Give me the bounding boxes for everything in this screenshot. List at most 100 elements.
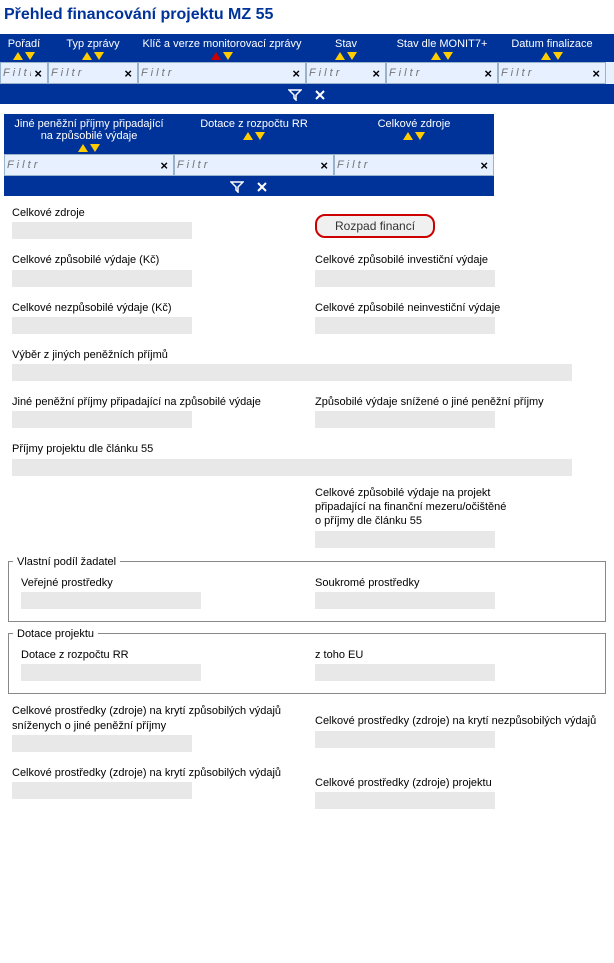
label-kryti-zp: Celkové prostředky (zdroje) na krytí způ…	[12, 766, 299, 780]
filter-apply-icon[interactable]	[288, 87, 302, 101]
legend-dotace: Dotace projektu	[13, 628, 98, 640]
field-zpusobile-invest	[315, 270, 495, 287]
column-label: Stav	[310, 38, 382, 50]
filter-input[interactable]	[389, 67, 481, 79]
filter-cell: ×	[306, 62, 386, 84]
grid2-header: Jiné peněžní příjmy připadajícína způsob…	[4, 114, 494, 154]
sort-icons[interactable]	[310, 52, 382, 60]
label-mezeru: Celkové způsobilé výdaje na projekt přip…	[315, 486, 515, 529]
label-zpusobile-kc: Celkové způsobilé výdaje (Kč)	[12, 253, 299, 267]
column-header[interactable]: Datum finalizace	[498, 34, 606, 62]
column-header[interactable]: Dotace z rozpočtu RR	[174, 114, 334, 154]
column-label: Pořadí	[4, 38, 44, 50]
filter-input[interactable]	[501, 67, 589, 79]
filter-cell: ×	[0, 62, 48, 84]
label-kryti-nezp: Celkové prostředky (zdroje) na krytí nez…	[315, 714, 602, 728]
clear-filter-icon[interactable]: ×	[121, 66, 135, 81]
page-title: Přehled financování projektu MZ 55	[0, 0, 614, 34]
clear-filter-icon[interactable]: ×	[589, 66, 603, 81]
field-celk-projektu	[315, 792, 495, 809]
filter-cell: ×	[174, 154, 334, 176]
column-label: Stav dle MONIT7+	[390, 38, 494, 50]
filter-cell: ×	[498, 62, 606, 84]
sort-icons[interactable]	[338, 132, 490, 140]
label-celk-projektu: Celkové prostředky (zdroje) projektu	[315, 776, 602, 790]
sort-asc-icon[interactable]	[82, 52, 92, 60]
sort-icons[interactable]	[142, 52, 302, 60]
sort-icons[interactable]	[52, 52, 134, 60]
clear-filter-icon[interactable]: ×	[289, 66, 303, 81]
column-header[interactable]: Jiné peněžní příjmy připadajícína způsob…	[4, 114, 174, 154]
label-zpusobile-snizene: Způsobilé výdaje snížené o jiné peněžní …	[315, 395, 602, 409]
fieldset-vlastni-podil: Vlastní podíl žadatel Veřejné prostředky…	[8, 556, 606, 622]
sort-desc-icon[interactable]	[553, 52, 563, 60]
sort-desc-icon[interactable]	[223, 52, 233, 60]
column-label: Typ zprávy	[52, 38, 134, 50]
clear-filter-icon[interactable]: ×	[31, 66, 45, 81]
clear-filter-icon[interactable]: ×	[157, 158, 171, 173]
filter-input[interactable]	[337, 159, 477, 171]
label-zpusobile-invest: Celkové způsobilé investiční výdaje	[315, 253, 602, 267]
column-label: Celkové zdroje	[338, 118, 490, 130]
filter-input[interactable]	[3, 67, 31, 79]
filter-clear-icon[interactable]	[256, 179, 268, 193]
sort-desc-icon[interactable]	[255, 132, 265, 140]
sort-desc-icon[interactable]	[94, 52, 104, 60]
clear-filter-icon[interactable]: ×	[369, 66, 383, 81]
column-header[interactable]: Pořadí	[0, 34, 48, 62]
filter-input[interactable]	[7, 159, 157, 171]
filter-input[interactable]	[309, 67, 369, 79]
field-jine-prijmy	[12, 411, 192, 428]
grid2: Jiné peněžní příjmy připadajícína způsob…	[4, 114, 494, 196]
label-verejne: Veřejné prostředky	[21, 576, 299, 590]
label-nezpusobile-kc: Celkové nezpůsobilé výdaje (Kč)	[12, 301, 299, 315]
sort-asc-icon[interactable]	[13, 52, 23, 60]
filter-input[interactable]	[51, 67, 121, 79]
field-mezeru	[315, 531, 495, 548]
sort-desc-icon[interactable]	[25, 52, 35, 60]
field-verejne	[21, 592, 201, 609]
sort-icons[interactable]	[502, 52, 602, 60]
sort-asc-icon[interactable]	[541, 52, 551, 60]
clear-filter-icon[interactable]: ×	[481, 66, 495, 81]
column-header[interactable]: Stav	[306, 34, 386, 62]
sort-asc-icon[interactable]	[243, 132, 253, 140]
clear-filter-icon[interactable]: ×	[317, 158, 331, 173]
column-header[interactable]: Stav dle MONIT7+	[386, 34, 498, 62]
sort-desc-icon[interactable]	[347, 52, 357, 60]
filter-cell: ×	[334, 154, 494, 176]
sort-icons[interactable]	[4, 52, 44, 60]
sort-icons[interactable]	[8, 144, 170, 152]
filter-apply-icon[interactable]	[230, 179, 244, 193]
filter-clear-icon[interactable]	[314, 87, 326, 101]
field-z-toho-eu	[315, 664, 495, 681]
filter-cell: ×	[138, 62, 306, 84]
sort-desc-icon[interactable]	[415, 132, 425, 140]
form-area: Celkové zdroje Rozpad financí Celkové zp…	[0, 196, 614, 811]
sort-asc-icon[interactable]	[403, 132, 413, 140]
sort-icons[interactable]	[178, 132, 330, 140]
sort-desc-icon[interactable]	[443, 52, 453, 60]
rozpad-financi-button[interactable]: Rozpad financí	[315, 214, 435, 238]
field-kryti-zp	[12, 782, 192, 799]
field-nezpusobile-kc	[12, 317, 192, 334]
sort-desc-icon[interactable]	[90, 144, 100, 152]
filter-input[interactable]	[141, 67, 289, 79]
grid1-toolbar	[0, 84, 614, 104]
column-header[interactable]: Klíč a verze monitorovací zprávy	[138, 34, 306, 62]
sort-asc-icon[interactable]	[335, 52, 345, 60]
grid2-toolbar	[4, 176, 494, 196]
sort-icons[interactable]	[390, 52, 494, 60]
clear-filter-icon[interactable]: ×	[477, 158, 491, 173]
label-vyber-jinych: Výběr z jiných peněžních příjmů	[12, 348, 602, 362]
sort-asc-icon[interactable]	[211, 52, 221, 60]
field-zpusobile-snizene	[315, 411, 495, 428]
column-header[interactable]: Celkové zdroje	[334, 114, 494, 154]
sort-asc-icon[interactable]	[431, 52, 441, 60]
filter-input[interactable]	[177, 159, 317, 171]
column-header[interactable]: Typ zprávy	[48, 34, 138, 62]
column-label: Jiné peněžní příjmy připadajícína způsob…	[8, 118, 170, 142]
field-kryti-sniz	[12, 735, 192, 752]
sort-asc-icon[interactable]	[78, 144, 88, 152]
label-zpusobile-neinvest: Celkové způsobilé neinvestiční výdaje	[315, 301, 602, 315]
